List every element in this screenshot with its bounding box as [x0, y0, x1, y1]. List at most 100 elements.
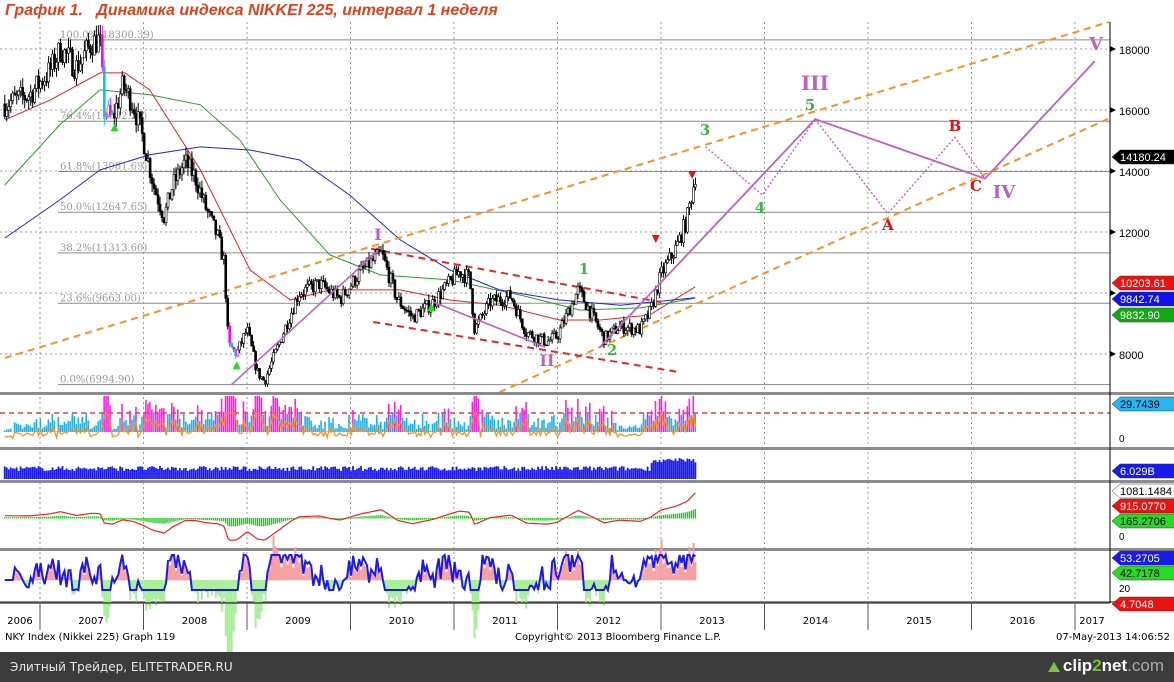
volume-bar: [449, 470, 452, 479]
candle-body: [158, 203, 162, 212]
dmi-fill-bar: [270, 554, 273, 581]
candle-body: [381, 250, 385, 255]
oscillator-bar: [153, 412, 155, 432]
macd-histogram-bar: [457, 515, 460, 519]
oscillator-bar: [73, 416, 76, 432]
candle-body: [302, 294, 305, 296]
dmi-fill-bar: [684, 572, 687, 581]
candle-body: [278, 341, 281, 346]
watermark-text: Элитный Трейдер, ELITETRADER.RU: [10, 660, 233, 674]
dmi-fill-bar: [473, 580, 476, 639]
oscillator-bar: [680, 415, 683, 432]
volume-bar: [690, 460, 693, 479]
macd-histogram-bar: [414, 518, 416, 521]
volume-bar: [268, 466, 271, 479]
volume-bar: [141, 466, 143, 479]
macd-histogram-bar: [439, 517, 442, 519]
oscillator-bar: [129, 410, 131, 432]
price-tags: 14180.2410203.619832.909842.7429.74396.0…: [1111, 149, 1174, 612]
volume-bar: [592, 467, 595, 479]
candle-body: [672, 257, 675, 259]
volume-bar: [407, 466, 410, 479]
candle-body: [298, 296, 301, 302]
dmi-fill-bar: [57, 565, 60, 581]
volume-bar: [338, 468, 340, 479]
oscillator-bar: [453, 417, 456, 432]
clip2net-logo[interactable]: clip2net.com: [1047, 656, 1164, 676]
oscillator-bar: [328, 416, 330, 432]
volume-bar: [668, 458, 671, 479]
macd-histogram-bar: [445, 516, 448, 519]
macd-histogram-bar: [197, 518, 199, 520]
volume-bar: [362, 470, 364, 479]
macd-histogram-bar: [366, 516, 368, 519]
volume-bar: [364, 469, 366, 479]
dmi-fill-bar: [35, 567, 38, 581]
oscillator-bar: [636, 428, 639, 432]
price-tag-bg: [1111, 291, 1174, 307]
dmi-fill-bar: [23, 580, 26, 584]
oscillator-bar: [399, 404, 402, 432]
oscillator-bar: [17, 424, 20, 432]
candle-body: [449, 276, 452, 280]
dmi-fill-bar: [385, 580, 388, 594]
oscillator-bar: [435, 420, 438, 432]
macd-histogram-bar: [477, 518, 480, 521]
macd-histogram-bar: [541, 518, 543, 521]
oscillator-bar: [354, 419, 356, 432]
macd-histogram-bar: [543, 518, 545, 521]
macd-histogram-bar: [605, 518, 607, 521]
oscillator-bar: [67, 420, 70, 432]
oscillator-bar: [620, 425, 623, 432]
macd-histogram-bar: [591, 517, 593, 519]
dmi-adx-line: [4, 552, 696, 594]
oscillator-bar: [316, 428, 318, 432]
macd-histogram-bar: [119, 518, 121, 520]
dmi-fill-bar: [427, 575, 430, 581]
macd-histogram-bar: [59, 515, 62, 519]
volume-bar: [437, 468, 440, 479]
candle-body: [166, 192, 170, 208]
oscillator-bar: [686, 406, 689, 432]
volume-bar: [686, 458, 689, 479]
dmi-fill-bar: [670, 566, 673, 581]
macd-histogram-bar: [211, 518, 213, 521]
macd-histogram-bar: [416, 518, 418, 521]
volume-bar: [688, 459, 691, 479]
dmi-fill-bar: [503, 580, 506, 585]
volume-tag: 6.029B: [1120, 466, 1155, 478]
oscillator-bar: [366, 418, 368, 432]
oscillator-bar: [362, 414, 364, 432]
macd-histogram-bar: [567, 517, 569, 519]
dmi-fill-bar: [186, 574, 189, 581]
dmi-fill-bar: [55, 579, 58, 581]
volume-bar: [604, 467, 607, 479]
dmi-fill-bar: [405, 580, 408, 594]
volume-bar: [336, 468, 339, 479]
volume-bar: [226, 469, 229, 479]
volume-bar: [397, 467, 400, 479]
volume-bar: [73, 470, 76, 479]
volume-bar: [149, 467, 151, 479]
dmi-fill-bar: [686, 557, 689, 581]
dmi-fill-bar: [449, 570, 452, 581]
candle-body: [499, 296, 502, 303]
macd-histogram-bar: [69, 516, 72, 519]
oscillator-bar: [252, 409, 255, 432]
oscillator-bar: [413, 419, 416, 432]
volume-bar: [553, 470, 555, 479]
dmi-fill-bar: [51, 564, 54, 581]
volume-bar: [7, 469, 10, 479]
dmi-fill-bar: [174, 570, 177, 581]
macd-histogram-bar: [690, 510, 693, 519]
volume-bar: [264, 469, 267, 479]
candle-body: [409, 310, 413, 317]
volume-bar: [280, 469, 283, 479]
candle-body: [109, 104, 112, 115]
volume-bar: [87, 469, 90, 479]
macd-histogram-bar: [336, 518, 338, 520]
oscillator-bar: [278, 406, 281, 432]
volume-bar: [143, 469, 145, 479]
oscillator-bar: [121, 404, 123, 432]
macd-histogram-bar: [244, 518, 247, 524]
